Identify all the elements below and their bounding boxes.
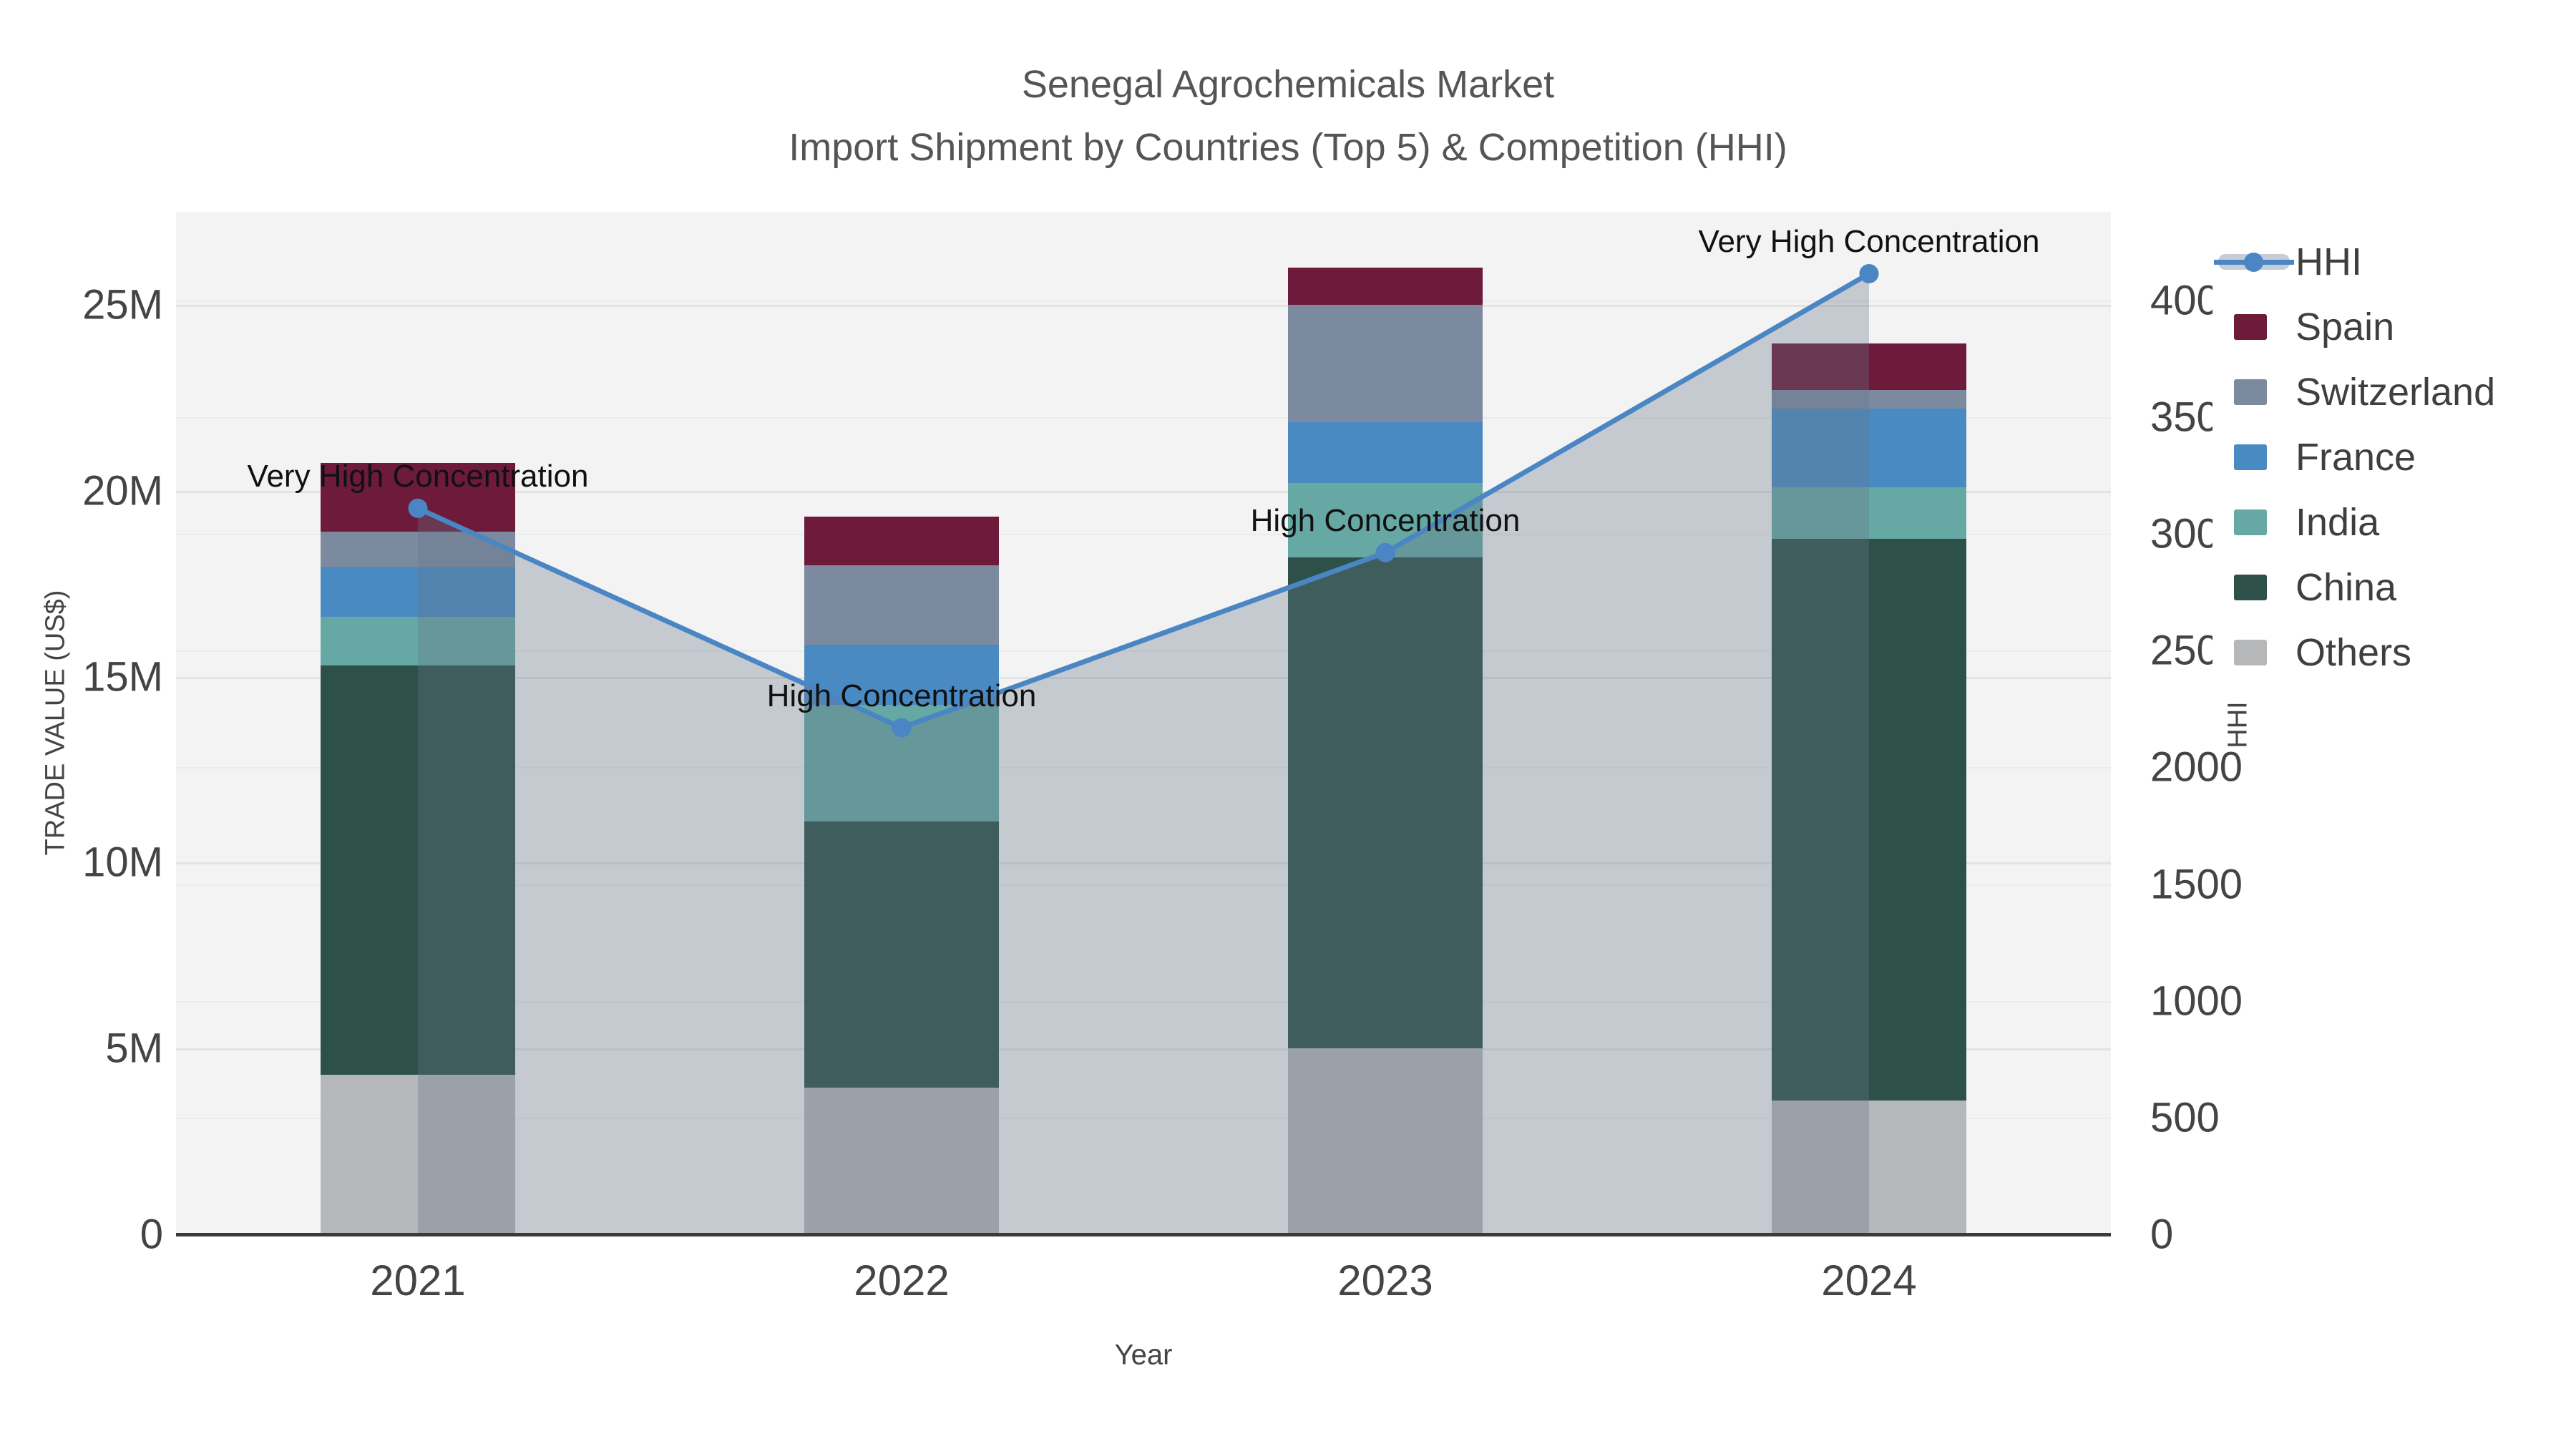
bar-segment-2024-others — [1772, 1100, 1966, 1234]
bar-segment-2022-china — [804, 821, 999, 1088]
gridline-hhi-1500 — [176, 884, 2111, 886]
legend-item-hhi[interactable]: HHI — [2212, 230, 2576, 294]
gridline-hhi-500 — [176, 1117, 2111, 1119]
x-tick-2021: 2021 — [370, 1257, 466, 1304]
hhi-line — [416, 271, 1870, 731]
legend-label-others: Others — [2296, 631, 2412, 674]
gridline-hhi-2500 — [176, 650, 2111, 653]
bar-segment-2024-india — [1772, 487, 1966, 540]
bar-segment-2023-france — [1288, 421, 1483, 484]
bar-segment-2023-others — [1288, 1048, 1483, 1234]
hhi-marker-2021 — [408, 498, 428, 518]
legend-swatch-france — [2234, 444, 2267, 470]
legend-item-china[interactable]: China — [2212, 555, 2576, 620]
left-tick-25M: 25M — [82, 281, 163, 328]
hhi-marker-2022 — [892, 718, 912, 738]
legend-swatch-switzerland — [2234, 379, 2267, 405]
bar-segment-2024-france — [1772, 409, 1966, 487]
bar-segment-2022-spain — [804, 517, 999, 565]
gridline-10M — [176, 862, 2111, 865]
gridline-25M — [176, 304, 2111, 307]
hhi-line-layer — [408, 263, 1879, 1234]
annotation-2023: High Concentration — [1250, 503, 1521, 539]
annotation-2022: High Concentration — [766, 678, 1037, 714]
x-axis-line — [176, 1233, 2111, 1236]
bar-segment-2021-india — [321, 617, 515, 665]
gridline-hhi-3500 — [176, 417, 2111, 419]
gridline-15M — [176, 676, 2111, 679]
legend-item-spain[interactable]: Spain — [2212, 295, 2576, 359]
x-axis-title: Year — [1114, 1339, 1173, 1371]
legend: HHI Spain Switzerland France India China Other… — [2212, 236, 2576, 680]
x-tick-2024: 2024 — [1821, 1257, 1917, 1304]
bar-segment-2023-spain — [1288, 267, 1483, 305]
right-tick-2000: 2000 — [2150, 743, 2243, 791]
bar-segment-2024-spain — [1772, 343, 1966, 391]
left-tick-0: 0 — [140, 1211, 163, 1258]
bar-segment-2023-china — [1288, 557, 1483, 1049]
bar-segment-2022-switzerland — [804, 565, 999, 645]
bar-segment-2024-china — [1772, 539, 1966, 1101]
legend-label-spain: Spain — [2296, 306, 2395, 348]
gridline-hhi-1000 — [176, 1000, 2111, 1002]
annotation-2021: Very High Concentration — [247, 459, 589, 494]
bar-segment-2024-switzerland — [1772, 390, 1966, 409]
gridline-hhi-4000 — [176, 300, 2111, 302]
legend-label-china: China — [2296, 566, 2397, 609]
gridline-20M — [176, 490, 2111, 493]
legend-item-india[interactable]: India — [2212, 490, 2576, 555]
bar-segment-2022-france — [804, 645, 999, 705]
legend-label-switzerland: Switzerland — [2296, 371, 2496, 414]
legend-swatch-china — [2234, 575, 2267, 600]
gridline-5M — [176, 1048, 2111, 1051]
right-tick-500: 500 — [2150, 1094, 2220, 1141]
left-tick-15M: 15M — [82, 653, 163, 701]
gridline-hhi-3000 — [176, 534, 2111, 536]
right-tick-1500: 1500 — [2150, 861, 2243, 908]
legend-label-hhi: HHI — [2296, 240, 2362, 283]
left-tick-10M: 10M — [82, 839, 163, 886]
y-axis-left-title: TRADE VALUE (US$) — [40, 590, 71, 856]
y-axis-right-title: HHI — [2223, 701, 2253, 748]
bar-segment-2022-others — [804, 1087, 999, 1234]
legend-swatch-others — [2234, 640, 2267, 665]
left-tick-20M: 20M — [82, 467, 163, 514]
left-tick-5M: 5M — [105, 1025, 163, 1072]
hhi-marker-2024 — [1859, 263, 1879, 283]
annotation-2024: Very High Concentration — [1698, 224, 2040, 260]
hhi-marker-2023 — [1375, 542, 1395, 562]
gridline-hhi-2000 — [176, 767, 2111, 769]
legend-swatch-india — [2234, 509, 2267, 535]
hhi-area-fill — [418, 273, 1869, 1234]
right-tick-1000: 1000 — [2150, 977, 2243, 1025]
hhi-legend-marker-icon — [2244, 253, 2263, 272]
chart-title-line1: Senegal Agrochemicals Market — [1021, 63, 1555, 106]
legend-label-france: France — [2296, 436, 2416, 479]
legend-swatch-spain — [2234, 314, 2267, 340]
chart-title-line2: Import Shipment by Countries (Top 5) & C… — [789, 126, 1787, 169]
legend-item-france[interactable]: France — [2212, 425, 2576, 489]
plot-area — [176, 212, 2111, 1234]
bar-segment-2023-switzerland — [1288, 304, 1483, 422]
bar-segment-2021-others — [321, 1074, 515, 1234]
legend-item-switzerland[interactable]: Switzerland — [2212, 360, 2576, 424]
bar-segment-2021-spain — [321, 462, 515, 532]
legend-label-india: India — [2296, 501, 2380, 544]
chart-title: Senegal Agrochemicals Market Import Ship… — [0, 53, 2576, 179]
bar-segment-2021-china — [321, 665, 515, 1075]
x-tick-2023: 2023 — [1337, 1257, 1433, 1304]
bar-segment-2021-france — [321, 567, 515, 618]
legend-item-others[interactable]: Others — [2212, 620, 2576, 685]
right-tick-0: 0 — [2150, 1211, 2174, 1258]
x-tick-2022: 2022 — [854, 1257, 950, 1304]
